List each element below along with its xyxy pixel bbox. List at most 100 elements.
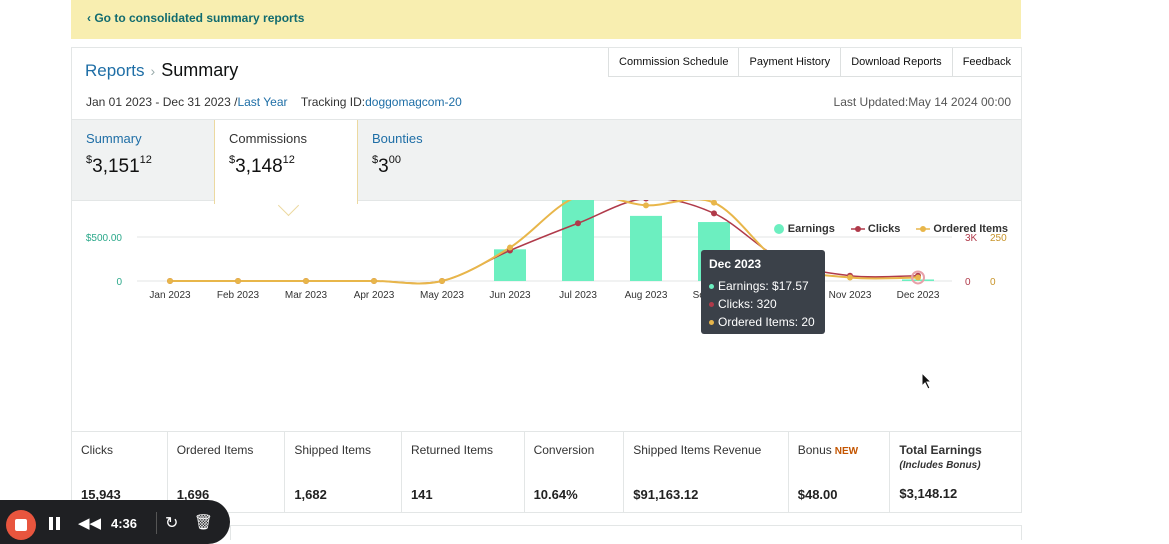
screen-recorder-bar: ◀◀ 4:36 ↻ 🗑 xyxy=(0,500,230,544)
stat-clicks-label: Clicks xyxy=(81,443,113,457)
report-actions: Commission Schedule Payment History Down… xyxy=(608,48,1021,77)
y-tick-clicks: 0 xyxy=(965,277,971,288)
clicks-point xyxy=(643,195,649,202)
x-tick-label: Mar 2023 xyxy=(285,290,328,301)
rewind-icon[interactable]: ◀◀ xyxy=(78,515,102,532)
tab-summary[interactable]: Summary $3,15112 xyxy=(72,120,214,200)
next-card xyxy=(230,525,1022,540)
stat-shipped-items: Shipped Items 1,682 xyxy=(285,432,402,512)
consolidated-reports-link[interactable]: ‹ Go to consolidated summary reports xyxy=(87,11,305,25)
stat-revenue-value: $91,163.12 xyxy=(633,487,699,502)
tooltip-clicks: Clicks: 320 xyxy=(709,297,777,311)
stat-bonus-value: $48.00 xyxy=(797,487,838,502)
stat-total-sub: (Includes Bonus) xyxy=(899,460,981,471)
summary-tabs: Summary $3,15112 Commissions $3,14812 Bo… xyxy=(72,119,1021,217)
stat-ordered-value: 1,696 xyxy=(176,487,210,502)
last-updated: Last Updated:May 14 2024 00:00 xyxy=(833,95,1011,109)
stat-total-earnings: Total Earnings (Includes Bonus) $3,148.12 xyxy=(890,432,1021,512)
stat-conversion-value: 10.64% xyxy=(533,487,578,502)
stat-returned-label: Returned Items xyxy=(410,443,493,457)
earnings-legend-icon xyxy=(773,224,784,234)
ordered-items-point xyxy=(303,278,309,284)
tooltip-title: Dec 2023 xyxy=(709,257,762,271)
stat-total-label: Total Earnings (Includes Bonus) xyxy=(899,443,982,471)
ordered-items-point xyxy=(915,274,921,281)
tab-commissions-value: $3,14812 xyxy=(229,154,295,177)
stat-shipped-label: Shipped Items xyxy=(294,443,372,457)
chart-legend: Earnings Clicks Ordered Items xyxy=(757,223,1008,235)
download-reports-button[interactable]: Download Reports xyxy=(840,48,952,77)
mouse-cursor-icon xyxy=(921,372,933,390)
legend-ordered-items[interactable]: Ordered Items xyxy=(916,223,1008,235)
stat-shipped-revenue: Shipped Items Revenue $91,163.12 xyxy=(624,432,789,512)
earnings-chart: Earnings Clicks Ordered Items 0 0 0 $500.00… xyxy=(72,145,1021,430)
breadcrumb: Reports › Summary xyxy=(85,60,238,81)
ordered-items-point xyxy=(167,278,173,284)
y-tick-ordered: 0 xyxy=(990,277,996,288)
stat-conversion-label: Conversion xyxy=(533,443,595,457)
x-tick-label: May 2023 xyxy=(420,290,464,301)
x-tick-label: Feb 2023 xyxy=(217,290,260,301)
x-tick-label: Jan 2023 xyxy=(149,290,191,301)
ordered-items-point xyxy=(507,244,513,251)
y-tick-ordered: 250 xyxy=(990,233,1007,244)
date-preset-link[interactable]: Last Year xyxy=(237,95,288,109)
recording-time: 4:36 xyxy=(111,516,138,531)
feedback-button[interactable]: Feedback xyxy=(951,48,1021,77)
stat-clicks: Clicks 15,943 xyxy=(72,432,168,512)
earnings-bar xyxy=(562,179,594,281)
clicks-legend-icon xyxy=(850,226,865,232)
x-tick-label: Apr 2023 xyxy=(354,290,395,301)
hover-highlight xyxy=(911,270,925,285)
page-title: Summary xyxy=(161,60,239,80)
tooltip-earnings: Earnings: $17.57 xyxy=(709,279,809,293)
stat-revenue-label: Shipped Items Revenue xyxy=(633,443,762,457)
tracking-label: Tracking ID: xyxy=(300,95,366,109)
ordered-items-point xyxy=(235,278,241,284)
stat-clicks-value: 15,943 xyxy=(81,487,121,502)
y-tick-earnings: $500.00 xyxy=(86,233,123,244)
legend-earnings[interactable]: Earnings xyxy=(773,223,835,235)
pause-icon[interactable] xyxy=(49,517,61,530)
stat-ordered-items: Ordered Items 1,696 xyxy=(168,432,286,512)
stat-conversion: Conversion 10.64% xyxy=(525,432,625,512)
legend-clicks[interactable]: Clicks xyxy=(850,223,900,235)
filter-line: Jan 01 2023 - Dec 31 2023 /Last Year Tra… xyxy=(86,95,462,109)
recorder-divider xyxy=(156,512,157,534)
earnings-bar xyxy=(630,215,662,281)
ordered-items-point xyxy=(711,199,717,206)
ordered-items-point xyxy=(371,278,377,284)
breadcrumb-separator: › xyxy=(150,63,156,79)
x-tick-label: Jun 2023 xyxy=(489,290,531,301)
restart-icon[interactable]: ↻ xyxy=(165,515,179,532)
payment-history-button[interactable]: Payment History xyxy=(738,48,841,77)
x-tick-label: Nov 2023 xyxy=(829,290,872,301)
breadcrumb-reports[interactable]: Reports xyxy=(85,61,145,80)
tab-commissions-label: Commissions xyxy=(229,131,308,146)
consolidated-banner: ‹ Go to consolidated summary reports xyxy=(71,0,1021,39)
x-tick-label: Dec 2023 xyxy=(897,290,940,301)
stats-row: Clicks 15,943 Ordered Items 1,696 Shippe… xyxy=(72,431,1021,512)
tab-bounties-value: $300 xyxy=(372,154,401,177)
ordered-items-point xyxy=(643,202,649,209)
tab-summary-label: Summary xyxy=(86,131,142,146)
tab-commissions[interactable]: Commissions $3,14812 xyxy=(214,120,358,217)
trash-icon[interactable]: 🗑 xyxy=(194,514,214,531)
tracking-id-link[interactable]: doggomagcom-20 xyxy=(365,95,462,109)
y-tick-clicks: 3K xyxy=(965,233,978,244)
x-tick-label: Aug 2023 xyxy=(625,290,668,301)
tab-bounties-label: Bounties xyxy=(372,131,423,146)
stop-recording-button[interactable] xyxy=(6,510,36,540)
tab-summary-value: $3,15112 xyxy=(86,154,152,177)
stat-bonus-label: Bonus NEW xyxy=(797,443,859,457)
clicks-point xyxy=(575,220,581,227)
summary-card: Reports › Summary Commission Schedule Paym… xyxy=(71,47,1022,513)
tab-bounties[interactable]: Bounties $300 xyxy=(358,120,500,200)
chart-tooltip: Dec 2023 Earnings: $17.57 Clicks: 320 Or… xyxy=(701,250,825,334)
ordered-items-point xyxy=(847,274,853,281)
stat-ordered-label: Ordered Items xyxy=(176,443,254,457)
stat-shipped-value: 1,682 xyxy=(294,487,327,502)
commission-schedule-button[interactable]: Commission Schedule xyxy=(608,48,739,77)
x-tick-label: Jul 2023 xyxy=(559,290,597,301)
clicks-point xyxy=(711,210,717,217)
